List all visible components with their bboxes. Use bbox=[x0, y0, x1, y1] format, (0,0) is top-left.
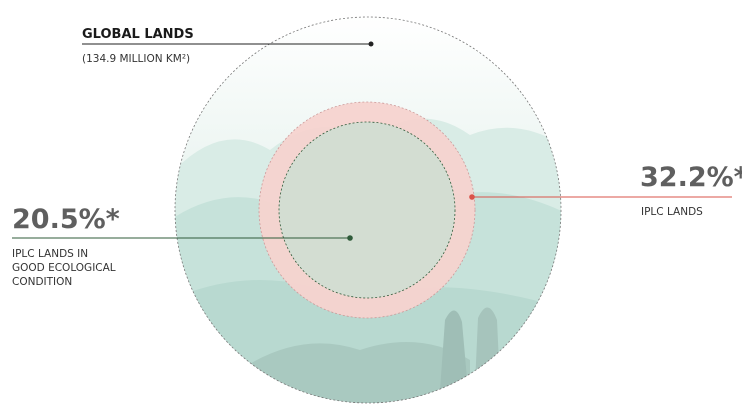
good-dot bbox=[347, 235, 353, 241]
iplc-dot bbox=[469, 194, 475, 200]
good-label: IPLC LANDS IN bbox=[12, 248, 88, 260]
good-label: GOOD ECOLOGICAL bbox=[12, 262, 116, 274]
global-title: GLOBAL LANDS bbox=[82, 27, 194, 42]
global-circle bbox=[174, 16, 562, 404]
iplc-value: 32.2%* bbox=[640, 162, 742, 193]
iplc-label: IPLC LANDS bbox=[641, 206, 703, 218]
global-subtitle: (134.9 MILLION KM²) bbox=[82, 53, 190, 65]
global-dot bbox=[368, 41, 374, 47]
good-condition-circle bbox=[278, 121, 456, 299]
good-value: 20.5%* bbox=[12, 204, 120, 235]
good-label: CONDITION bbox=[12, 276, 72, 288]
